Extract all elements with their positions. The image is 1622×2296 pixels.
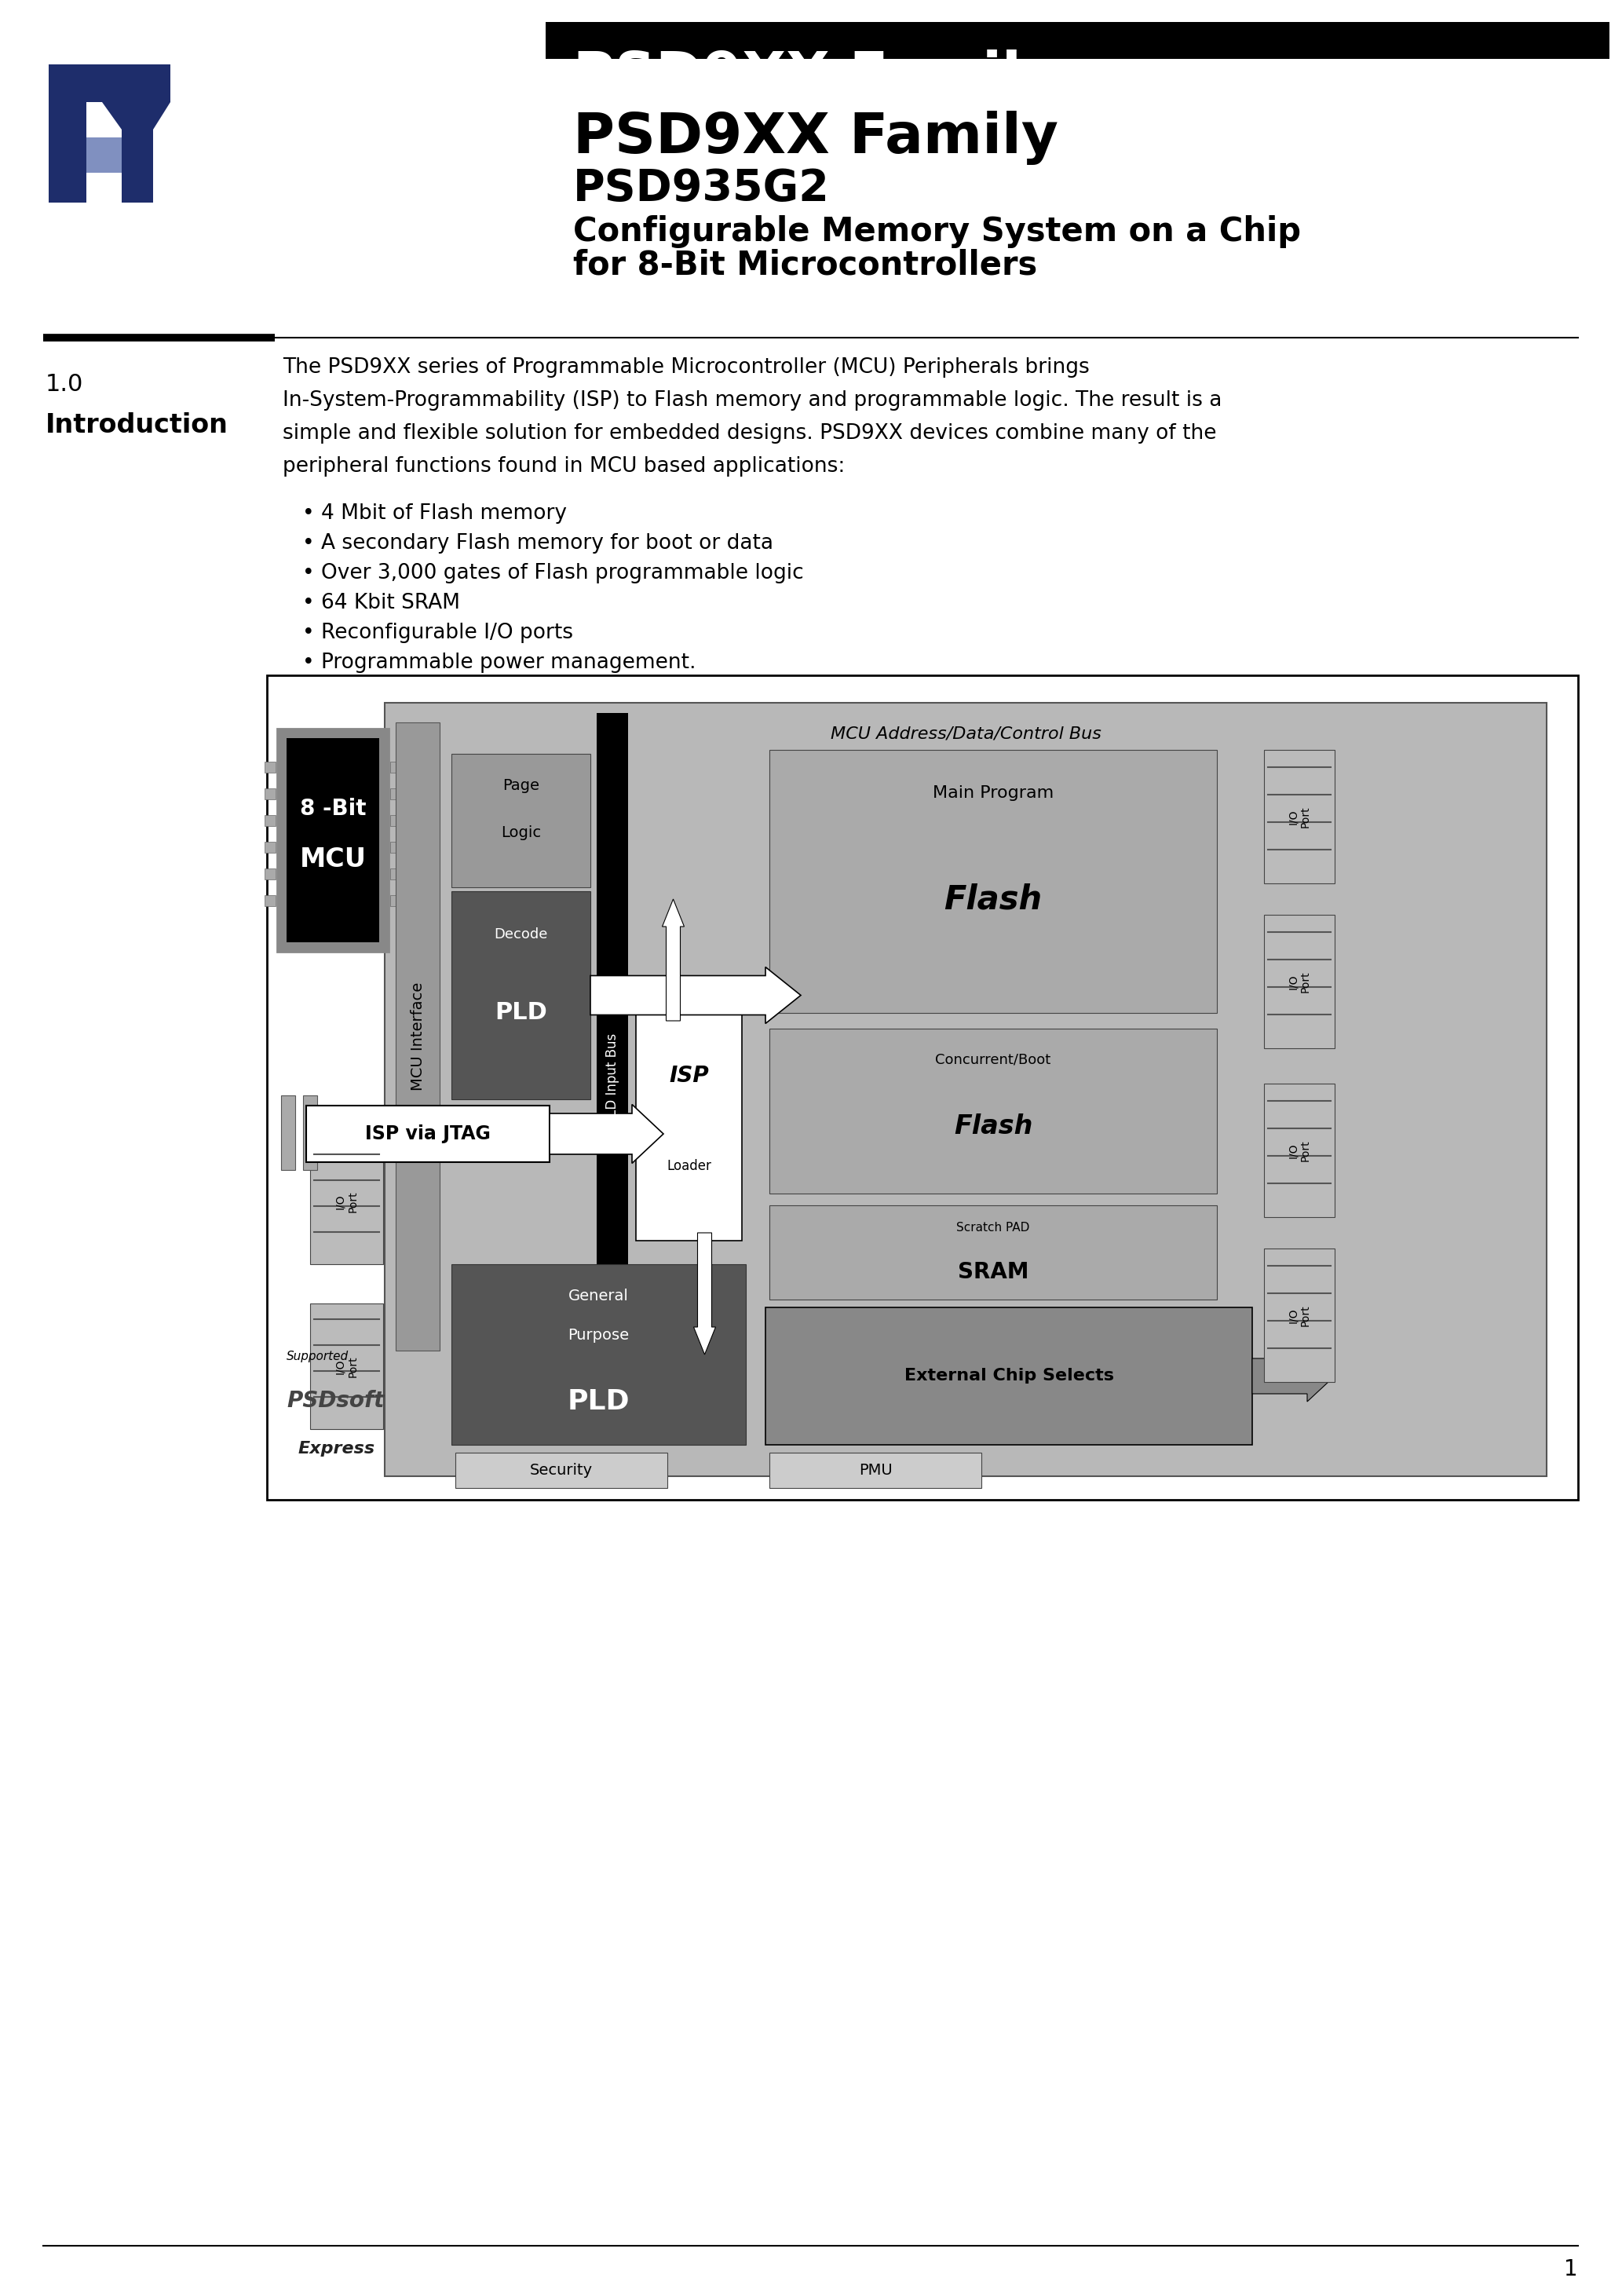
FancyBboxPatch shape — [1264, 1084, 1335, 1217]
FancyBboxPatch shape — [451, 1265, 746, 1444]
Text: Security: Security — [530, 1463, 592, 1479]
Text: I/O
Port: I/O Port — [1288, 1304, 1311, 1327]
FancyBboxPatch shape — [391, 895, 401, 907]
Text: Concurrent/Boot: Concurrent/Boot — [936, 1054, 1051, 1068]
FancyBboxPatch shape — [396, 723, 440, 1350]
FancyBboxPatch shape — [766, 1306, 1252, 1444]
FancyBboxPatch shape — [307, 1107, 550, 1162]
Text: I/O
Port: I/O Port — [1288, 1139, 1311, 1162]
FancyBboxPatch shape — [1264, 1249, 1335, 1382]
Polygon shape — [86, 138, 122, 172]
Text: Flash: Flash — [944, 882, 1043, 916]
FancyBboxPatch shape — [391, 762, 401, 774]
FancyBboxPatch shape — [268, 675, 1578, 1499]
Text: Introduction: Introduction — [45, 413, 229, 439]
Text: Express: Express — [298, 1442, 375, 1456]
Text: I/O
Port: I/O Port — [334, 1355, 358, 1378]
Text: Supported: Supported — [287, 1350, 349, 1362]
Text: PSD9XX Family: PSD9XX Family — [573, 51, 1058, 103]
Text: 1.0: 1.0 — [45, 372, 83, 395]
FancyBboxPatch shape — [769, 1029, 1216, 1194]
FancyBboxPatch shape — [310, 1304, 383, 1428]
FancyBboxPatch shape — [287, 737, 380, 941]
Text: Main Program: Main Program — [933, 785, 1054, 801]
Polygon shape — [102, 101, 170, 129]
Text: Loader: Loader — [667, 1159, 710, 1173]
FancyBboxPatch shape — [451, 753, 590, 886]
Text: 8 -Bit: 8 -Bit — [300, 797, 367, 820]
FancyBboxPatch shape — [769, 751, 1216, 1013]
Text: MCU Address/Data/Control Bus: MCU Address/Data/Control Bus — [830, 726, 1101, 742]
Text: The PSD9XX series of Programmable Microcontroller (MCU) Peripherals brings: The PSD9XX series of Programmable Microc… — [282, 358, 1090, 379]
Polygon shape — [49, 101, 86, 202]
Text: simple and flexible solution for embedded designs. PSD9XX devices combine many o: simple and flexible solution for embedde… — [282, 422, 1216, 443]
Text: I/O
Port: I/O Port — [334, 1192, 358, 1212]
Text: peripheral functions found in MCU based applications:: peripheral functions found in MCU based … — [282, 457, 845, 478]
FancyBboxPatch shape — [545, 23, 1609, 60]
Text: • Over 3,000 gates of Flash programmable logic: • Over 3,000 gates of Flash programmable… — [302, 563, 805, 583]
FancyBboxPatch shape — [391, 843, 401, 852]
FancyBboxPatch shape — [769, 1453, 981, 1488]
FancyBboxPatch shape — [451, 891, 590, 1100]
Text: External Chip Selects: External Chip Selects — [903, 1368, 1114, 1384]
FancyBboxPatch shape — [391, 815, 401, 827]
Text: PSD9XX Family: PSD9XX Family — [573, 110, 1058, 165]
FancyArrow shape — [694, 1233, 715, 1355]
FancyBboxPatch shape — [769, 1205, 1216, 1300]
FancyBboxPatch shape — [49, 64, 170, 101]
FancyBboxPatch shape — [391, 788, 401, 799]
FancyBboxPatch shape — [264, 762, 276, 774]
Text: I/O
Port: I/O Port — [1288, 971, 1311, 992]
Text: • Programmable power management.: • Programmable power management. — [302, 652, 696, 673]
FancyBboxPatch shape — [456, 1453, 667, 1488]
FancyBboxPatch shape — [1264, 914, 1335, 1049]
Text: Configurable Memory System on a Chip: Configurable Memory System on a Chip — [573, 216, 1301, 248]
FancyBboxPatch shape — [391, 868, 401, 879]
Text: • 64 Kbit SRAM: • 64 Kbit SRAM — [302, 592, 461, 613]
Text: Logic: Logic — [501, 824, 542, 840]
Text: MCU: MCU — [300, 847, 367, 872]
FancyArrow shape — [1252, 1350, 1335, 1401]
Text: In-System-Programmability (ISP) to Flash memory and programmable logic. The resu: In-System-Programmability (ISP) to Flash… — [282, 390, 1221, 411]
Text: • Reconfigurable I/O ports: • Reconfigurable I/O ports — [302, 622, 573, 643]
Text: PLD: PLD — [495, 1001, 547, 1024]
Text: PSDsoft: PSDsoft — [287, 1389, 384, 1412]
Text: Flash: Flash — [954, 1114, 1033, 1139]
Text: PLD Input Bus: PLD Input Bus — [605, 1033, 620, 1125]
FancyBboxPatch shape — [277, 728, 389, 953]
Text: Page: Page — [503, 778, 540, 792]
Text: Scratch PAD: Scratch PAD — [957, 1221, 1030, 1233]
FancyBboxPatch shape — [281, 1095, 295, 1171]
Text: ISP: ISP — [668, 1065, 709, 1086]
FancyArrow shape — [662, 900, 684, 1022]
Text: General: General — [568, 1288, 629, 1304]
Text: for 8-Bit Microcontrollers: for 8-Bit Microcontrollers — [573, 248, 1038, 282]
Text: MCU Interface: MCU Interface — [410, 983, 425, 1091]
FancyBboxPatch shape — [310, 1139, 383, 1265]
Text: SRAM: SRAM — [957, 1261, 1028, 1283]
FancyBboxPatch shape — [264, 895, 276, 907]
FancyBboxPatch shape — [264, 868, 276, 879]
Polygon shape — [122, 129, 152, 202]
Text: ISP via JTAG: ISP via JTAG — [365, 1125, 490, 1143]
Text: Decode: Decode — [495, 928, 548, 941]
Text: • 4 Mbit of Flash memory: • 4 Mbit of Flash memory — [302, 503, 566, 523]
FancyBboxPatch shape — [636, 1013, 741, 1240]
FancyBboxPatch shape — [264, 815, 276, 827]
FancyBboxPatch shape — [303, 1095, 318, 1171]
Text: 1: 1 — [1564, 2259, 1578, 2280]
Text: • A secondary Flash memory for boot or data: • A secondary Flash memory for boot or d… — [302, 533, 774, 553]
Text: PSD935G2: PSD935G2 — [573, 168, 830, 209]
Text: I/O
Port: I/O Port — [1288, 806, 1311, 827]
Text: PLD: PLD — [568, 1389, 629, 1414]
FancyBboxPatch shape — [264, 788, 276, 799]
FancyArrow shape — [590, 967, 801, 1024]
FancyBboxPatch shape — [384, 703, 1547, 1476]
FancyBboxPatch shape — [597, 714, 628, 1444]
FancyArrow shape — [550, 1104, 663, 1164]
FancyBboxPatch shape — [264, 843, 276, 852]
Text: PMU: PMU — [858, 1463, 892, 1479]
FancyBboxPatch shape — [1264, 751, 1335, 884]
Text: Purpose: Purpose — [568, 1327, 629, 1343]
